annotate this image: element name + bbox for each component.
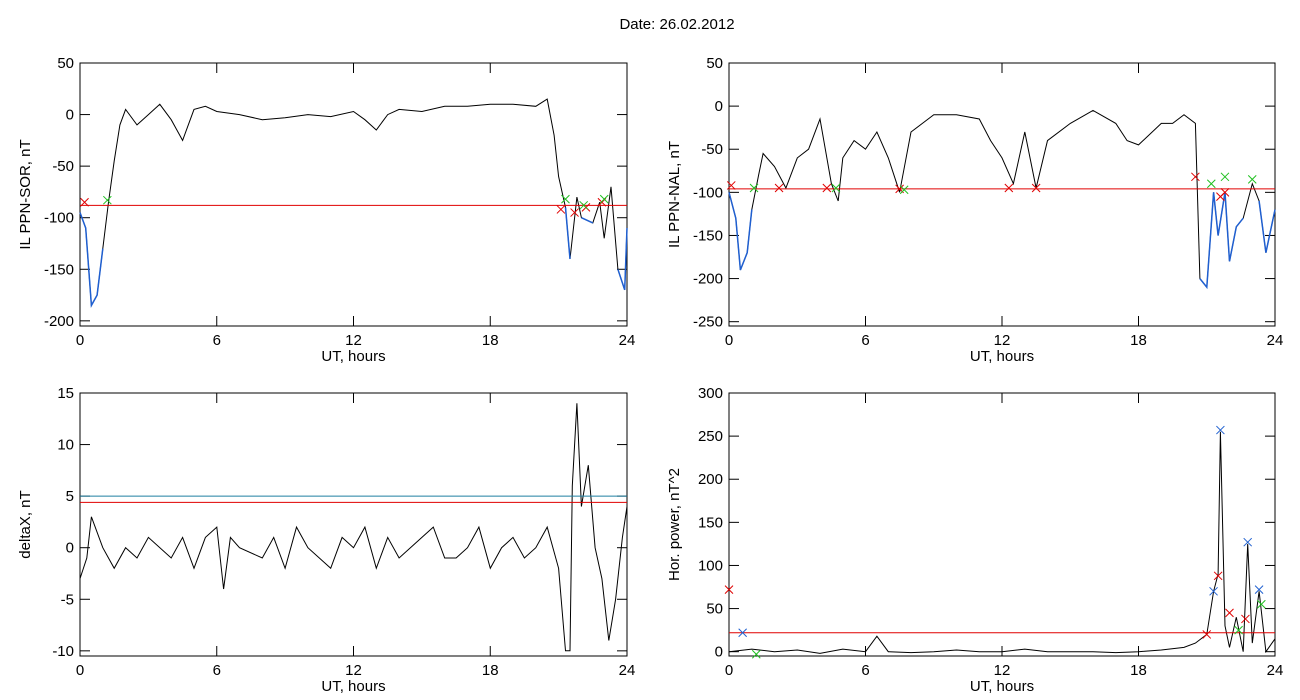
y-tick-label: -150: [44, 261, 74, 278]
marker: [1220, 172, 1230, 182]
below-threshold-line: [728, 192, 1276, 290]
plot-frame: [728, 62, 1276, 327]
x-tick-label: 6: [213, 332, 221, 349]
y-tick-label: 0: [66, 540, 74, 557]
marker: [1209, 586, 1218, 596]
marker: [1191, 172, 1200, 182]
x-tick-label: 24: [619, 662, 636, 679]
y-axis-label: IL PPN-SOR, nT: [17, 139, 34, 249]
marker: [1256, 599, 1266, 609]
marker: [726, 181, 736, 190]
y-tick-label: 50: [706, 55, 723, 72]
marker: [579, 200, 589, 210]
x-tick-label: 12: [994, 662, 1011, 679]
x-tick-label: 12: [345, 662, 362, 679]
y-tick-label: 5: [66, 488, 74, 505]
plot-frame: [79, 62, 628, 327]
x-tick-label: 6: [861, 662, 869, 679]
y-tick-label: 0: [715, 644, 723, 661]
x-tick-label: 18: [482, 662, 499, 679]
below-threshold-line: [79, 207, 628, 308]
x-tick-label: 18: [1130, 332, 1147, 349]
marker: [1243, 537, 1253, 547]
x-axis-label: UT, hours: [970, 348, 1034, 365]
marker: [899, 185, 909, 195]
marker: [1031, 183, 1041, 193]
y-tick-label: -5: [61, 591, 74, 608]
marker: [738, 628, 748, 638]
x-axis-label: UT, hours: [970, 678, 1034, 695]
x-tick-label: 24: [1267, 662, 1284, 679]
y-tick-label: 0: [66, 107, 74, 124]
marker: [1216, 425, 1225, 435]
y-tick-label: 15: [57, 385, 74, 402]
y-tick-label: 300: [698, 385, 723, 402]
y-tick-label: -250: [693, 314, 723, 331]
x-tick-label: 12: [345, 332, 362, 349]
x-tick-label: 18: [1130, 662, 1147, 679]
marker: [1213, 571, 1223, 581]
marker: [80, 197, 89, 207]
x-tick-label: 6: [861, 332, 869, 349]
x-tick-label: 24: [619, 332, 636, 349]
marker: [570, 208, 579, 217]
plot-frame: [728, 392, 1276, 657]
data-line: [728, 109, 1276, 289]
marker: [724, 585, 734, 594]
data-line: [79, 403, 628, 652]
y-tick-label: -50: [52, 158, 74, 175]
y-tick-label: -100: [44, 210, 74, 227]
y-tick-label: 50: [57, 55, 74, 72]
marker: [831, 183, 841, 193]
x-axis-label: UT, hours: [321, 348, 385, 365]
marker: [1206, 179, 1216, 189]
y-tick-label: -50: [701, 141, 723, 158]
x-tick-label: 18: [482, 332, 499, 349]
data-line: [79, 98, 628, 308]
x-tick-label: 0: [725, 332, 733, 349]
y-tick-label: 200: [698, 471, 723, 488]
marker: [1234, 625, 1243, 635]
marker: [102, 195, 112, 205]
x-tick-label: 24: [1267, 332, 1284, 349]
x-axis-label: UT, hours: [321, 678, 385, 695]
x-tick-label: 0: [76, 332, 84, 349]
marker: [751, 649, 761, 659]
y-tick-label: -200: [693, 271, 723, 288]
y-axis-label: IL PPN-NAL, nT: [666, 141, 683, 248]
marker: [561, 194, 570, 204]
x-tick-label: 6: [213, 662, 221, 679]
marker: [1225, 608, 1234, 618]
marker: [556, 205, 566, 214]
marker: [599, 194, 609, 204]
x-tick-label: 12: [994, 332, 1011, 349]
marker: [1004, 183, 1014, 193]
x-tick-label: 0: [725, 662, 733, 679]
marker: [749, 183, 759, 193]
figure-title: Date: 26.02.2012: [619, 16, 734, 33]
marker: [1241, 614, 1250, 624]
y-tick-label: 10: [57, 437, 74, 454]
y-tick-label: -10: [52, 643, 74, 660]
y-tick-label: -150: [693, 227, 723, 244]
x-tick-label: 0: [76, 662, 84, 679]
y-tick-label: 150: [698, 514, 723, 531]
marker: [822, 183, 832, 193]
plot-frame: [79, 392, 628, 657]
y-tick-label: 100: [698, 557, 723, 574]
y-tick-label: -100: [693, 184, 723, 201]
marker: [1202, 630, 1212, 639]
y-tick-label: 0: [715, 98, 723, 115]
y-axis-label: Hor. power, nT^2: [666, 468, 683, 581]
data-line: [728, 431, 1276, 654]
marker: [1254, 585, 1264, 594]
y-axis-label: deltaX, nT: [17, 490, 34, 558]
marker: [1220, 187, 1230, 197]
y-tick-label: 250: [698, 428, 723, 445]
marker: [774, 183, 784, 193]
y-tick-label: -200: [44, 313, 74, 330]
marker: [1247, 175, 1257, 184]
y-tick-label: 50: [706, 601, 723, 618]
